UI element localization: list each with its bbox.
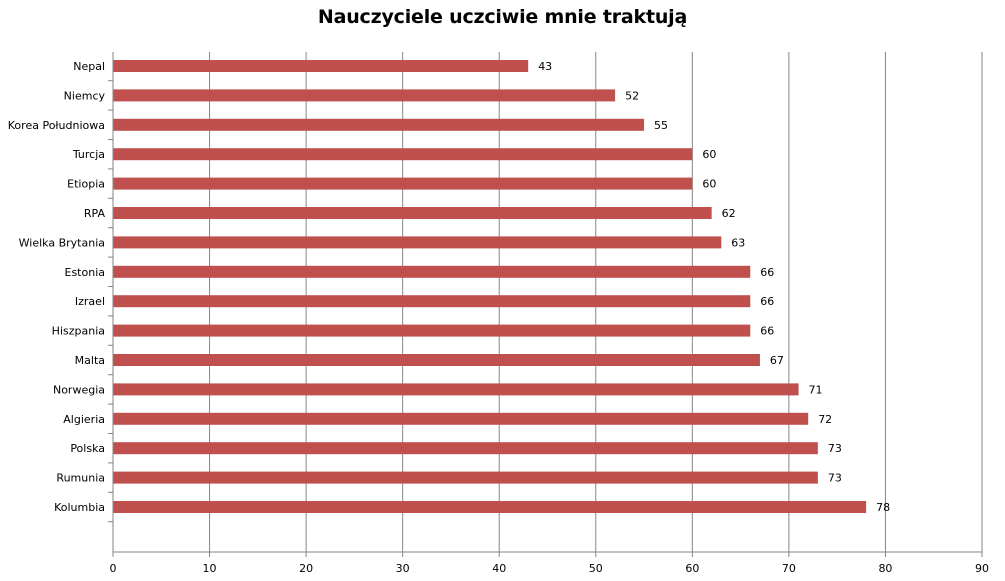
x-tick-label: 90 (975, 562, 989, 575)
x-tick-label: 0 (110, 562, 117, 575)
data-label: 63 (731, 236, 745, 249)
x-tick-label: 20 (299, 562, 313, 575)
data-label: 55 (654, 119, 668, 132)
x-tick-label: 10 (203, 562, 217, 575)
bar (113, 442, 818, 455)
x-tick-label: 30 (396, 562, 410, 575)
bar (113, 89, 616, 102)
category-label: Hiszpania (52, 325, 105, 338)
bar (113, 148, 693, 161)
data-label: 66 (760, 266, 774, 279)
x-tick-label: 80 (878, 562, 892, 575)
category-label: Turcja (72, 148, 105, 161)
data-label: 66 (760, 295, 774, 308)
bar (113, 177, 693, 190)
x-tick-label: 60 (685, 562, 699, 575)
category-label: Rumunia (56, 472, 105, 485)
x-tick-label: 40 (492, 562, 506, 575)
bar (113, 412, 809, 425)
category-label: Polska (70, 442, 105, 455)
category-label: Norwegia (53, 383, 105, 396)
bar (113, 60, 529, 72)
category-label: Niemcy (64, 89, 106, 102)
data-label: 67 (770, 354, 784, 367)
data-label: 62 (722, 207, 736, 220)
category-label: Nepal (73, 60, 105, 73)
bar (113, 324, 751, 337)
category-label: Wielka Brytania (19, 236, 105, 249)
bar (113, 265, 751, 278)
bar (113, 207, 712, 219)
x-tick-label: 70 (782, 562, 796, 575)
bar (113, 501, 867, 513)
data-label: 52 (625, 89, 639, 102)
data-label: 60 (702, 148, 716, 161)
bar (113, 295, 751, 308)
data-label: 73 (828, 472, 842, 485)
category-label: Etiopia (67, 178, 105, 191)
category-label: Izrael (75, 295, 105, 308)
bar (113, 118, 645, 131)
category-label: Korea Południowa (8, 119, 105, 132)
bar (113, 354, 760, 366)
category-label: RPA (84, 207, 106, 220)
chart-title: Nauczyciele uczciwie mnie traktują (317, 6, 688, 28)
data-label: 73 (828, 442, 842, 455)
x-tick-label: 50 (589, 562, 603, 575)
data-label: 72 (818, 413, 832, 426)
data-label: 43 (538, 60, 552, 73)
bar (113, 471, 818, 484)
data-label: 66 (760, 325, 774, 338)
category-label: Kolumbia (54, 501, 105, 514)
data-label: 60 (702, 178, 716, 191)
data-label: 78 (876, 501, 890, 514)
bar (113, 383, 799, 396)
category-label: Estonia (65, 266, 106, 279)
category-label: Malta (75, 354, 105, 367)
category-label: Algieria (63, 413, 105, 426)
bar (113, 236, 722, 249)
data-label: 71 (809, 383, 823, 396)
